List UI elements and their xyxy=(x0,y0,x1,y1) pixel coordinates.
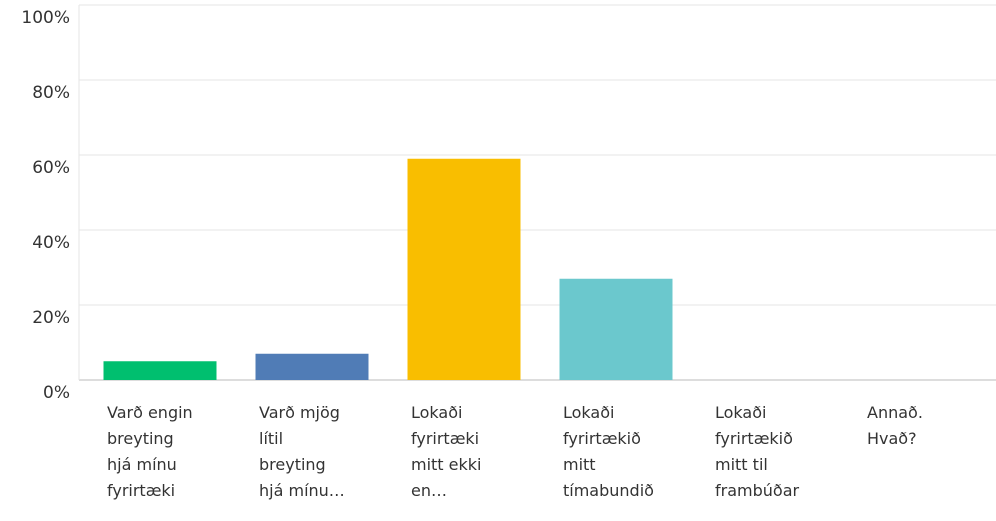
y-tick-label: 60% xyxy=(32,158,70,178)
x-tick-label: Lokaði fyrirtækið mitt til frambúðar xyxy=(715,403,800,500)
bar xyxy=(103,361,217,380)
y-tick-label: 20% xyxy=(32,308,70,328)
x-tick-label: Lokaði fyrirtæki mitt ekki en… xyxy=(411,403,482,500)
bar xyxy=(407,158,521,380)
x-tick-label: Varð engin breyting hjá mínu fyrirtæki xyxy=(107,403,193,500)
y-tick-label: 100% xyxy=(21,8,70,28)
y-tick-label: 80% xyxy=(32,83,70,103)
x-tick-label: Annað. Hvað? xyxy=(867,403,923,448)
y-tick-label: 0% xyxy=(43,383,70,403)
x-tick-label: Varð mjög lítil breyting hjá mínu… xyxy=(259,403,345,500)
bar xyxy=(559,278,673,380)
y-tick-label: 40% xyxy=(32,233,70,253)
bar xyxy=(255,353,369,380)
x-tick-label: Lokaði fyrirtækið mitt tímabundið xyxy=(563,403,654,500)
